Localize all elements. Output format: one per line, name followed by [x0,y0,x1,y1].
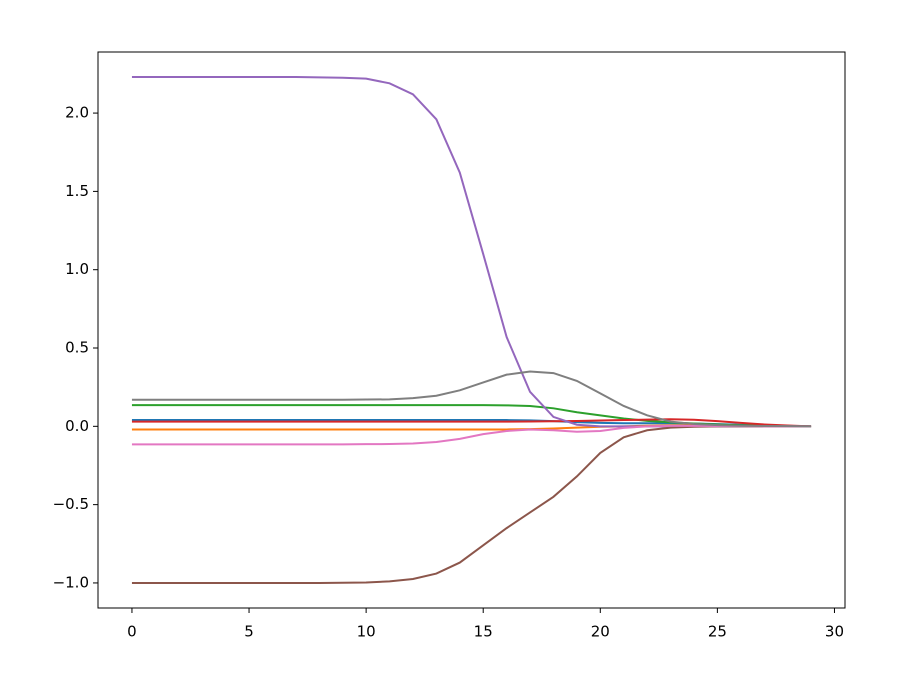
x-tick-label: 15 [474,623,493,641]
y-tick-label: 0.5 [65,339,89,357]
series-line [131,370,812,428]
y-tick-label: −0.5 [53,495,89,513]
axes-frame [97,51,846,609]
series-line [131,418,812,428]
y-tick-label: 0.0 [65,417,89,435]
y-tick-label: 1.0 [65,260,89,278]
y-tick-label: −1.0 [53,573,89,591]
x-tick-label: 0 [127,623,137,641]
x-tick-label: 20 [591,623,610,641]
series-line [131,424,812,446]
plot-area [98,52,845,608]
x-tick-label: 5 [244,623,254,641]
y-tick-label: 2.0 [65,104,89,122]
x-tick-label: 25 [708,623,727,641]
x-tick-label: 10 [357,623,376,641]
lines [131,76,812,584]
y-tick-label: 1.5 [65,182,89,200]
x-tick-label: 30 [825,623,844,641]
